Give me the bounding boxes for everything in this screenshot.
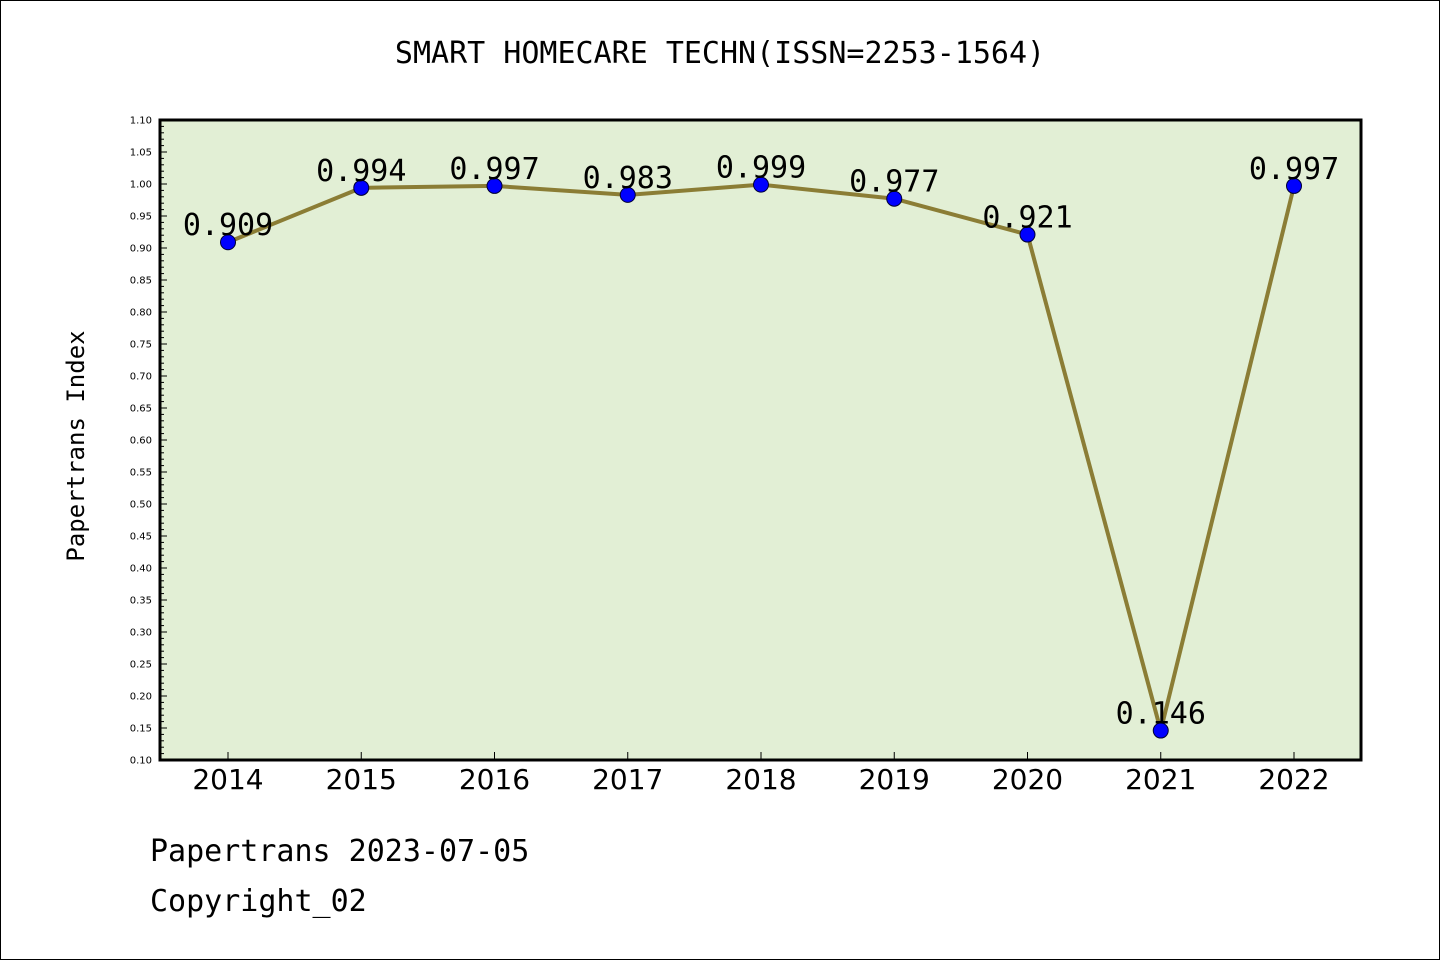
data-point (353, 179, 370, 196)
data-point (619, 186, 636, 203)
x-tick-label: 2019 (859, 763, 930, 796)
data-label: 0.997 (449, 152, 539, 187)
y-tick-label: 0.80 (130, 308, 152, 319)
y-tick-label: 0.85 (130, 276, 152, 287)
data-point (1152, 722, 1169, 739)
data-point (753, 176, 769, 193)
data-point (486, 177, 503, 194)
data-label: 0.146 (1116, 697, 1206, 732)
y-tick-label: 0.35 (130, 596, 152, 607)
data-point (1286, 177, 1302, 194)
y-tick-label: 0.50 (130, 500, 152, 511)
y-tick-label: 1.00 (130, 180, 152, 191)
y-tick-label: 0.40 (130, 564, 152, 575)
y-tick-label: 0.30 (130, 628, 152, 639)
plot-area (160, 120, 1361, 760)
y-tick-label: 0.60 (130, 436, 152, 447)
x-tick-label: 2014 (192, 763, 263, 796)
y-tick-label: 0.70 (130, 372, 152, 383)
data-label: 0.999 (716, 151, 806, 186)
plot-border (158, 118, 1363, 762)
y-tick-label: 0.15 (130, 724, 152, 735)
x-tick-label: 2017 (592, 763, 663, 796)
y-tick-label: 0.95 (130, 212, 152, 223)
data-label: 0.921 (982, 201, 1072, 236)
data-point (220, 234, 236, 251)
data-label: 0.983 (583, 161, 673, 196)
data-label: 0.997 (1249, 152, 1339, 187)
y-tick-label: 1.05 (130, 148, 152, 159)
x-tick-label: 2015 (326, 763, 397, 796)
y-tick-label: 0.10 (130, 756, 152, 767)
data-label: 0.909 (183, 208, 273, 243)
data-label: 0.977 (849, 165, 939, 200)
footer-copyright: Copyright_02 (150, 884, 367, 919)
x-tick-label: 2020 (992, 763, 1063, 796)
data-point (886, 190, 903, 207)
y-tick-label: 0.55 (130, 468, 152, 479)
x-tick-label: 2021 (1125, 763, 1196, 796)
data-label: 0.994 (316, 154, 406, 189)
y-tick-label: 1.10 (130, 116, 152, 127)
y-axis-label: Papertrans Index (62, 330, 90, 562)
x-tick-label: 2018 (725, 763, 796, 796)
y-tick-label: 0.20 (130, 692, 152, 703)
data-point (1019, 226, 1036, 243)
chart-title: SMART HOMECARE TECHN(ISSN=2253-1564) (394, 36, 1046, 71)
y-tick-label: 0.25 (130, 660, 152, 671)
x-tick-label: 2022 (1258, 763, 1329, 796)
x-tick-label: 2016 (459, 763, 530, 796)
footer-date: Papertrans 2023-07-05 (150, 834, 530, 869)
y-tick-label: 0.65 (130, 404, 152, 415)
y-tick-label: 0.75 (130, 340, 152, 351)
y-tick-label: 0.45 (130, 532, 152, 543)
y-tick-label: 0.90 (130, 244, 152, 255)
